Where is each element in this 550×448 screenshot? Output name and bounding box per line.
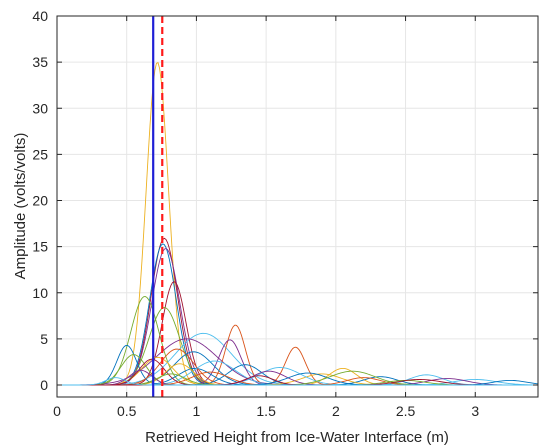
- x-tick-label: 1.5: [256, 403, 276, 419]
- x-tick-label: 0.5: [117, 403, 137, 419]
- y-tick-label: 40: [32, 8, 48, 24]
- y-tick-label: 30: [32, 100, 48, 116]
- y-tick-label: 25: [32, 146, 48, 162]
- y-tick-label: 5: [40, 331, 48, 347]
- grid: [56, 15, 538, 397]
- plot-area: [57, 16, 538, 397]
- x-tick-label: 2: [332, 403, 340, 419]
- series-line-30: [57, 377, 538, 386]
- vertical-marker-lines: [152, 16, 164, 397]
- x-tick-label: 1: [193, 403, 201, 419]
- y-tick-label: 20: [32, 193, 48, 209]
- y-tick-label: 15: [32, 239, 48, 255]
- axes-box: [56, 15, 539, 398]
- x-axis-label: Retrieved Height from Ice-Water Interfac…: [145, 429, 449, 446]
- x-tick-label: 2.5: [396, 403, 416, 419]
- x-tick-label: 3: [471, 403, 479, 419]
- y-axis-label: Amplitude (volts/volts): [12, 133, 29, 280]
- series-layer: [57, 62, 539, 386]
- y-tick-label: 10: [32, 285, 48, 301]
- x-tick-label: 0: [53, 403, 61, 419]
- y-tick-label: 35: [32, 54, 48, 70]
- y-tick-label: 0: [40, 377, 48, 393]
